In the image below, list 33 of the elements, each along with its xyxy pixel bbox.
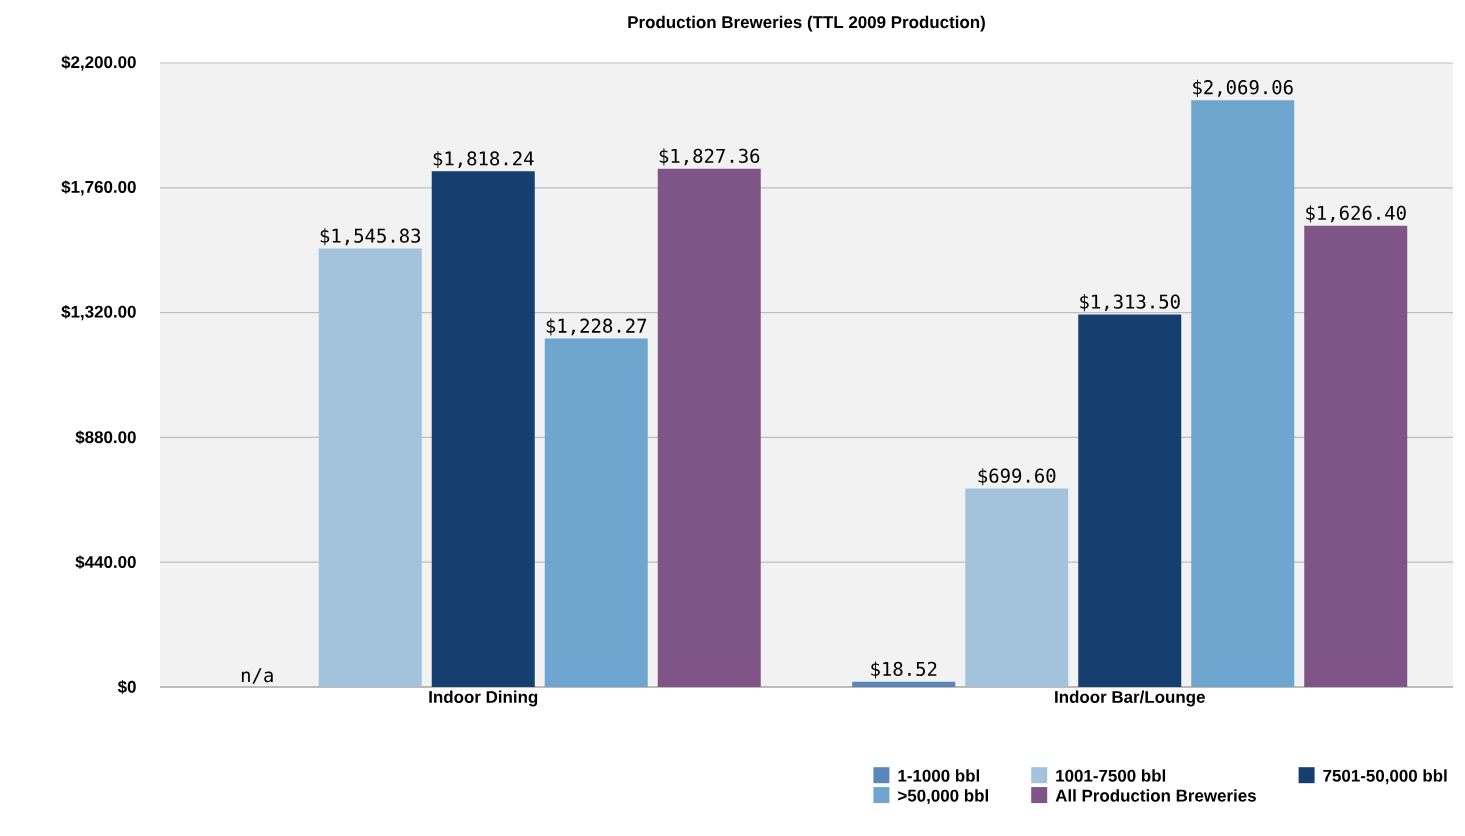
bar bbox=[318, 248, 422, 687]
legend-label: All Production Breweries bbox=[1055, 789, 1256, 802]
bar bbox=[1191, 100, 1295, 687]
bar bbox=[431, 171, 535, 687]
legend-label: 1001-7500 bbl bbox=[1056, 769, 1166, 782]
legend-label: >50,000 bbl bbox=[898, 789, 988, 805]
y-tick-label: $440.00 bbox=[75, 555, 136, 570]
bar bbox=[965, 488, 1069, 687]
y-tick-label: $1,320.00 bbox=[61, 304, 136, 321]
y-tick-label: $0 bbox=[117, 680, 136, 694]
data-label: $1,313.50 bbox=[1080, 294, 1180, 312]
y-tick-label: $1,760.00 bbox=[61, 180, 136, 196]
x-tick-label: Indoor Bar/Lounge bbox=[1055, 690, 1205, 707]
data-label: $1,827.36 bbox=[659, 148, 760, 166]
y-tick-label: $2,200.00 bbox=[61, 55, 136, 71]
bar bbox=[544, 338, 648, 687]
text: n/a bbox=[241, 668, 273, 684]
x-tick-label: Indoor Dining bbox=[429, 690, 538, 707]
legend-label: 7501-50,000 bbl bbox=[1323, 769, 1447, 785]
data-label: $2,069.06 bbox=[1193, 79, 1293, 97]
data-label: $1,545.83 bbox=[320, 228, 421, 246]
chart-title: Production Breweries (TTL 2009 Production) bbox=[628, 15, 985, 32]
data-label: $1,228.27 bbox=[546, 318, 647, 336]
legend-label: 1-1000 bbl bbox=[898, 769, 980, 782]
data-label: $1,626.40 bbox=[1306, 205, 1406, 223]
bar bbox=[1304, 225, 1408, 687]
y-tick-label: $880.00 bbox=[75, 430, 136, 445]
bar bbox=[1078, 314, 1182, 687]
bar bbox=[852, 681, 956, 687]
data-label: $699.60 bbox=[978, 468, 1056, 486]
data-label: $18.52 bbox=[871, 661, 937, 679]
data-label: $1,818.24 bbox=[433, 150, 534, 169]
bar bbox=[657, 168, 761, 687]
